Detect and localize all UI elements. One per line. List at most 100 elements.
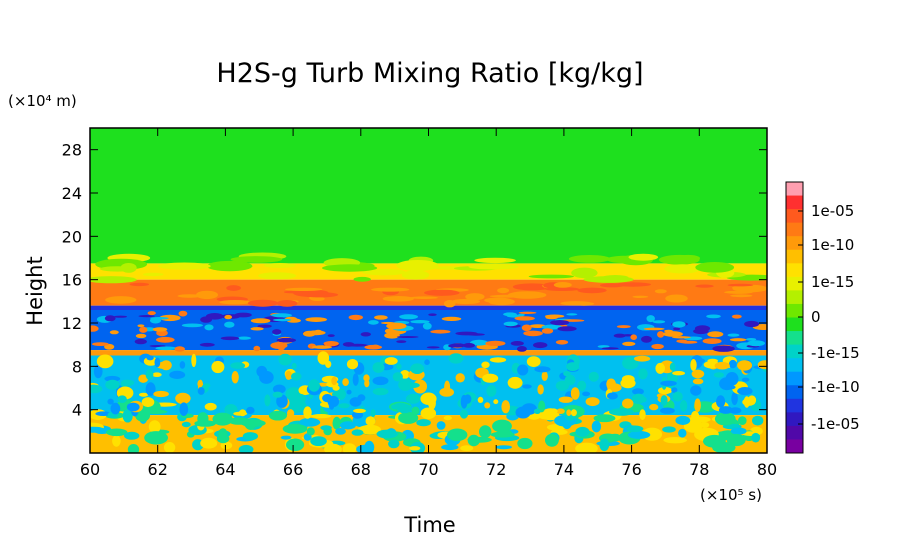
texture-blob bbox=[250, 327, 264, 331]
texture-blob bbox=[702, 338, 722, 344]
y-tick-label: 12 bbox=[62, 314, 82, 333]
texture-blob bbox=[676, 254, 700, 262]
texture-blob bbox=[359, 424, 382, 435]
texture-blob bbox=[124, 431, 140, 440]
texture-blob bbox=[104, 375, 121, 382]
texture-blob bbox=[95, 411, 112, 417]
colorbar-swatch bbox=[786, 425, 803, 440]
x-tick-label: 74 bbox=[554, 460, 574, 479]
texture-blob bbox=[206, 260, 253, 272]
texture-blob bbox=[272, 391, 283, 398]
texture-blob bbox=[484, 297, 512, 303]
texture-blob bbox=[196, 290, 218, 300]
texture-blob bbox=[622, 398, 634, 409]
texture-blob bbox=[744, 320, 760, 328]
texture-blob bbox=[577, 380, 587, 391]
texture-blob bbox=[90, 325, 99, 332]
texture-blob bbox=[396, 403, 412, 414]
texture-blob bbox=[149, 345, 166, 347]
texture-blob bbox=[660, 380, 677, 387]
texture-blob bbox=[553, 282, 572, 288]
texture-blob bbox=[372, 376, 389, 386]
texture-blob bbox=[420, 392, 437, 405]
texture-blob bbox=[106, 428, 128, 437]
colorbar-swatch bbox=[786, 263, 803, 278]
texture-blob bbox=[153, 390, 169, 398]
texture-blob bbox=[441, 444, 459, 451]
texture-blob bbox=[416, 419, 431, 427]
texture-blob bbox=[152, 327, 168, 332]
texture-blob bbox=[191, 353, 197, 367]
x-tick-label: 66 bbox=[283, 460, 303, 479]
texture-blob bbox=[522, 384, 532, 389]
texture-blob bbox=[90, 276, 137, 284]
texture-blob bbox=[622, 341, 636, 346]
texture-blob bbox=[139, 326, 148, 333]
texture-blob bbox=[441, 316, 462, 321]
texture-blob bbox=[370, 409, 376, 417]
texture-blob bbox=[322, 264, 378, 272]
texture-blob bbox=[566, 409, 572, 417]
texture-blob bbox=[283, 290, 303, 294]
texture-blob bbox=[218, 428, 228, 441]
texture-blob bbox=[663, 437, 687, 444]
texture-blob bbox=[278, 353, 292, 366]
colorbar-swatch bbox=[786, 276, 803, 291]
texture-blob bbox=[342, 378, 349, 386]
x-tick-label: 72 bbox=[486, 460, 506, 479]
texture-blob bbox=[194, 420, 216, 427]
texture-blob bbox=[680, 340, 698, 344]
colorbar-swatch bbox=[786, 344, 803, 359]
texture-blob bbox=[398, 411, 419, 424]
texture-blob bbox=[510, 341, 524, 346]
texture-blob bbox=[517, 437, 533, 450]
texture-blob bbox=[490, 431, 515, 438]
texture-blob bbox=[671, 387, 678, 393]
texture-blob bbox=[447, 428, 468, 442]
texture-blob bbox=[179, 402, 189, 417]
texture-blob bbox=[152, 372, 162, 378]
texture-blob bbox=[712, 442, 736, 453]
texture-blob bbox=[348, 314, 363, 321]
texture-blob bbox=[467, 333, 485, 336]
texture-blob bbox=[150, 317, 169, 320]
texture-blob bbox=[660, 407, 675, 414]
texture-blob bbox=[204, 402, 217, 411]
texture-blob bbox=[239, 409, 247, 417]
texture-blob bbox=[220, 441, 233, 450]
texture-blob bbox=[246, 406, 255, 414]
texture-blob bbox=[197, 379, 203, 388]
colorbar-swatch bbox=[786, 249, 803, 264]
texture-blob bbox=[238, 444, 254, 453]
texture-blob bbox=[360, 332, 371, 337]
colorbar-label: -1e-05 bbox=[811, 415, 860, 433]
texture-blob bbox=[93, 364, 103, 379]
texture-blob bbox=[90, 426, 106, 433]
texture-blob bbox=[268, 410, 287, 421]
texture-blob bbox=[272, 384, 286, 394]
texture-blob bbox=[563, 371, 571, 377]
texture-blob bbox=[706, 314, 721, 319]
texture-blob bbox=[99, 266, 136, 272]
colorbar-swatch bbox=[786, 222, 803, 237]
texture-blob bbox=[486, 385, 497, 397]
texture-blob bbox=[364, 344, 383, 350]
texture-blob bbox=[376, 429, 399, 439]
texture-blob bbox=[729, 338, 747, 342]
texture-blob bbox=[141, 397, 155, 408]
texture-blob bbox=[145, 369, 154, 380]
texture-blob bbox=[386, 322, 407, 330]
texture-blob bbox=[154, 357, 161, 368]
texture-blob bbox=[730, 294, 753, 298]
texture-blob bbox=[606, 392, 618, 400]
texture-blob bbox=[96, 354, 114, 369]
chart-title: H2S-g Turb Mixing Ratio [kg/kg] bbox=[216, 58, 643, 89]
colorbar-swatch bbox=[786, 439, 803, 454]
texture-blob bbox=[114, 315, 127, 318]
texture-blob bbox=[477, 396, 484, 403]
texture-blob bbox=[365, 416, 376, 426]
texture-blob bbox=[175, 392, 191, 405]
texture-blob bbox=[353, 408, 366, 413]
texture-blob bbox=[545, 433, 559, 447]
texture-blob bbox=[135, 409, 151, 422]
